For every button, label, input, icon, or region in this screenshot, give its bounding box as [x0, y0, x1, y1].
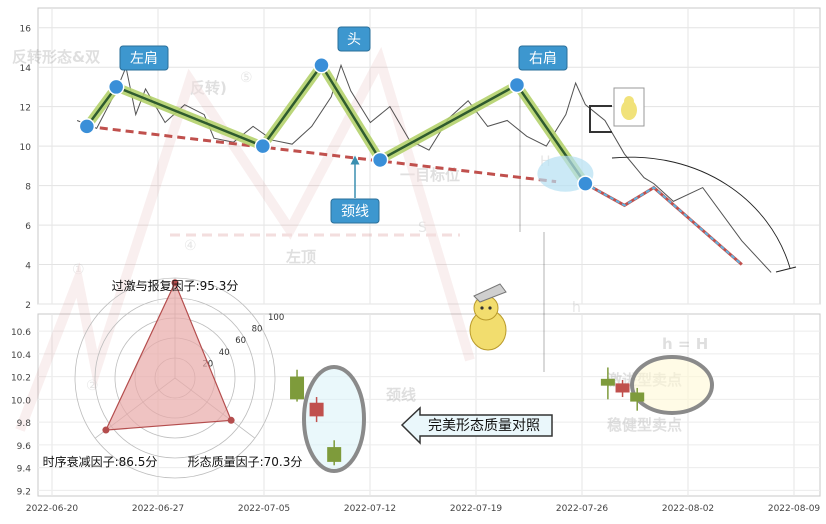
watermark-text: 反转形态&双 — [12, 48, 100, 66]
candle-body — [309, 402, 324, 417]
candle-body — [615, 383, 630, 393]
y-tick-label: 9.8 — [17, 419, 32, 429]
watermark-zigzag — [15, 46, 475, 432]
candle-highlight-ellipse — [302, 365, 366, 473]
candlestick-group — [290, 355, 714, 473]
y-tick-label: 14 — [20, 64, 32, 74]
watermark-text: 左顶 — [285, 248, 316, 266]
watermark-mark: S — [418, 220, 427, 236]
x-tick-label: 2022-07-19 — [450, 504, 503, 514]
head-shoulders-pattern — [76, 56, 772, 273]
candle-body — [290, 376, 305, 400]
candle-body — [327, 447, 342, 462]
annotation-box — [119, 45, 169, 71]
callout-text: 完美形态质量对照 — [428, 418, 540, 434]
y-tick-label: 2 — [25, 301, 31, 311]
target-cap — [775, 266, 797, 273]
y-tick-label: 10.2 — [11, 374, 31, 384]
x-tick-label: 2022-06-20 — [26, 504, 79, 514]
y-tick-label: 12 — [20, 104, 31, 114]
candle-body — [630, 392, 645, 402]
watermark-mark: ④ — [184, 238, 197, 254]
annotation-box — [518, 45, 568, 71]
annotation-label: 左肩 — [130, 51, 158, 67]
y-tick-label: 10.0 — [11, 396, 31, 406]
x-tick-label: 2022-07-26 — [556, 504, 609, 514]
pattern-point — [577, 175, 594, 192]
target-path-overlay — [584, 182, 743, 266]
annotation-label: 头 — [347, 32, 361, 48]
y-tick-label: 6 — [25, 222, 31, 232]
watermark-text: 一目标位 — [400, 166, 460, 184]
pattern-point — [371, 151, 389, 169]
y-tick-label: 9.6 — [17, 442, 32, 452]
pattern-point — [78, 118, 96, 135]
mascot-small-icon — [613, 87, 645, 127]
y-tick-label: 10.4 — [11, 351, 31, 361]
x-axis-ticks: 2022-06-20 2022-06-27 2022-07-05 2022-07-12… — [26, 504, 821, 514]
x-tick-label: 2022-08-09 — [768, 504, 821, 514]
x-tick-label: 2022-06-27 — [132, 504, 184, 514]
watermark-text: 稳健型卖点 — [607, 416, 682, 434]
target-arc — [611, 156, 791, 269]
watermark-text: 反转) — [190, 79, 227, 97]
mascot-large-icon — [469, 283, 507, 351]
radar-axis-label: 形态质量因子:70.3分 — [188, 455, 303, 469]
watermark-mark: h — [572, 300, 581, 316]
watermark-brackets — [519, 92, 545, 372]
pattern-point — [508, 76, 526, 94]
pattern-point — [107, 78, 125, 96]
radar-area — [104, 281, 233, 431]
pointer-bracket — [589, 105, 612, 133]
x-tick-label: 2022-07-12 — [344, 504, 396, 514]
watermark-text: h = H — [662, 335, 708, 353]
price-line — [76, 63, 772, 273]
radar-tick-label: 60 — [235, 336, 246, 346]
pattern-point — [313, 56, 330, 74]
watermark-mark: ① — [72, 262, 85, 278]
y-tick-label: 9.2 — [17, 487, 31, 497]
watermark-mark: ⑤ — [240, 70, 253, 86]
watermark-text: 颈线 — [385, 386, 416, 404]
radar-axis-label: 时序衰减因子:86.5分 — [43, 454, 158, 469]
x-tick-label: 2022-07-05 — [238, 504, 290, 514]
y-tick-label: 10.6 — [11, 328, 31, 338]
y-tick-label: 16 — [20, 25, 32, 35]
neckline — [86, 124, 557, 184]
annotation-box — [330, 198, 380, 224]
y-tick-label: 9.4 — [17, 465, 32, 475]
annotation-label: 颈线 — [341, 204, 369, 220]
radar-tick-label: 80 — [252, 325, 263, 335]
main-grid — [38, 8, 820, 305]
y-tick-label: 8 — [25, 183, 31, 193]
y-tick-label: 10 — [20, 143, 32, 153]
radar-tick-label: 100 — [268, 313, 284, 323]
lower-axis-ticks: 10.6 10.4 10.2 10.0 9.8 9.6 9.4 9.2 — [11, 328, 31, 497]
radar-point — [171, 279, 179, 287]
x-tick-label: 2022-08-02 — [662, 504, 714, 514]
radar-tick-label: 40 — [219, 348, 230, 358]
radar-point — [102, 426, 110, 434]
main-axis-ticks: 16 14 12 10 8 6 4 2 — [20, 25, 32, 311]
annotation-label: 右肩 — [529, 51, 557, 67]
annotation-box — [337, 26, 371, 52]
radar-axis-label: 过激与报复因子:95.3分 — [112, 278, 239, 293]
y-tick-label: 4 — [25, 262, 31, 272]
radar-point — [227, 416, 235, 424]
radar-chart: 20406080100过激与报复因子:95.3分形态质量因子:70.3分时序衰减… — [43, 277, 303, 479]
comparison-callout: 完美形态质量对照 — [400, 406, 553, 445]
pattern-point — [254, 137, 272, 155]
candle-body — [600, 378, 615, 386]
candle-highlight-ellipse — [630, 355, 714, 415]
